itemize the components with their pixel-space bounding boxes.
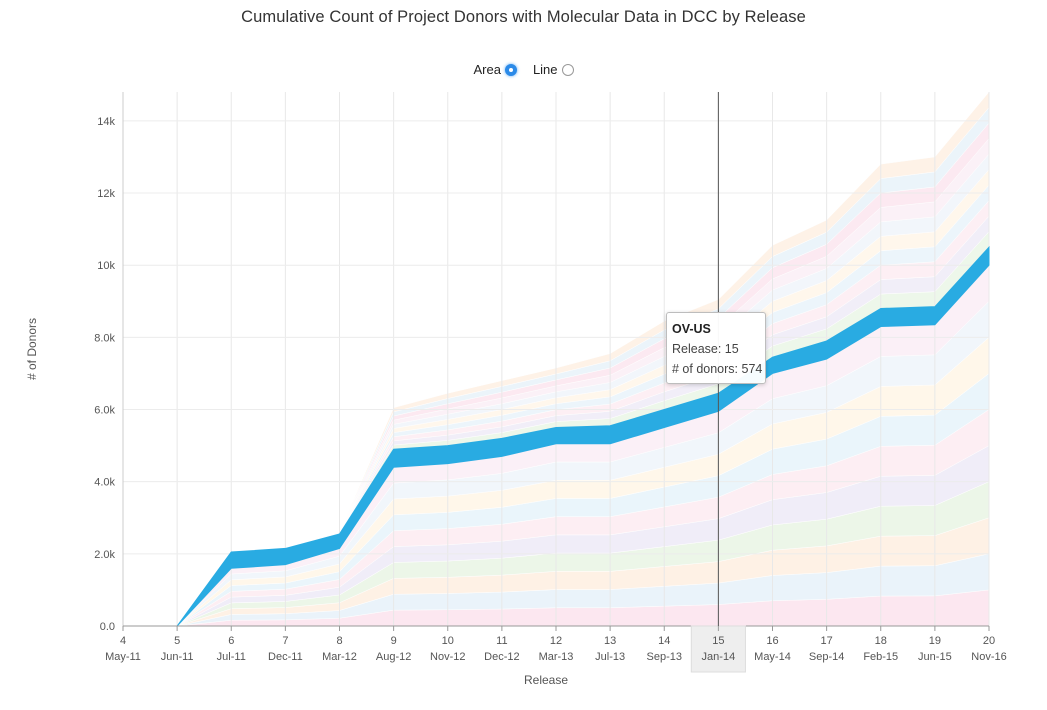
x-tick-label: 20: [983, 635, 995, 647]
x-tick-label: 14: [658, 635, 670, 647]
x-tick-label: 15: [712, 635, 724, 647]
y-axis-title: # of Donors: [25, 318, 39, 380]
x-tick-date-label: Dec-11: [268, 651, 303, 663]
x-tick-date-label: Jun-11: [161, 651, 194, 663]
x-tick-date-label: Jan-14: [702, 651, 736, 663]
hover-category-highlight: [690, 625, 746, 673]
y-tick-label: 2.0k: [94, 549, 115, 561]
x-tick-date-label: Sep-14: [809, 651, 844, 663]
line-option[interactable]: Line: [533, 62, 574, 77]
x-axis-title: Release: [524, 673, 568, 687]
series-area-ov-us: [176, 245, 990, 627]
x-tick-label: 4: [120, 635, 126, 647]
x-tick-date-label: Nov-12: [430, 651, 465, 663]
hover-tooltip: OV-US Release: 15 # of donors: 574: [666, 312, 766, 384]
line-option-label: Line: [532, 62, 558, 77]
x-tick-date-label: Mar-12: [322, 651, 357, 663]
tooltip-donors: # of donors: 574: [672, 362, 763, 376]
y-tick-label: 6.0k: [94, 405, 115, 417]
area-option[interactable]: Area: [473, 62, 517, 77]
x-tick-label: 19: [929, 635, 941, 647]
x-tick-label: 9: [391, 635, 397, 647]
y-tick-label: 14k: [97, 116, 115, 128]
x-tick-label: 11: [496, 635, 507, 647]
x-tick-label: 7: [282, 635, 288, 647]
x-tick-date-label: Nov-16: [971, 651, 1006, 663]
area-option-label: Area: [473, 62, 501, 77]
x-tick-label: 10: [442, 635, 454, 647]
y-tick-label: 12k: [97, 188, 115, 200]
x-tick-date-label: Jul-11: [217, 651, 246, 663]
y-tick-label: 4.0k: [94, 477, 115, 489]
area-radio[interactable]: [504, 63, 517, 76]
y-tick-label: 10k: [97, 260, 115, 272]
tooltip-release: Release: 15: [672, 342, 739, 356]
x-tick-label: 12: [550, 635, 562, 647]
x-tick-label: 5: [174, 635, 180, 647]
x-tick-date-label: Sep-13: [647, 651, 682, 663]
x-tick-date-label: May-14: [754, 651, 791, 663]
x-tick-label: 18: [875, 635, 887, 647]
x-tick-date-label: Feb-15: [863, 651, 898, 663]
x-tick-label: 6: [228, 635, 234, 647]
tooltip-title: OV-US: [672, 322, 711, 336]
x-tick-date-label: Jun-15: [918, 651, 952, 663]
x-tick-date-label: Jul-13: [595, 651, 625, 663]
y-tick-label: 8.0k: [94, 332, 115, 344]
x-tick-date-label: Dec-12: [484, 651, 519, 663]
chart-title: Cumulative Count of Project Donors with …: [241, 8, 806, 26]
line-radio[interactable]: [561, 63, 574, 76]
x-tick-label: 13: [604, 635, 616, 647]
x-tick-date-label: Mar-13: [539, 651, 574, 663]
chart-mode-toggle: Area Line: [0, 62, 1047, 77]
x-tick-date-label: May-11: [105, 651, 141, 663]
x-tick-label: 16: [766, 635, 778, 647]
x-tick-label: 17: [821, 635, 833, 647]
y-tick-label: 0.0: [100, 621, 115, 633]
x-tick-date-label: Aug-12: [376, 651, 411, 663]
x-tick-label: 8: [336, 635, 342, 647]
